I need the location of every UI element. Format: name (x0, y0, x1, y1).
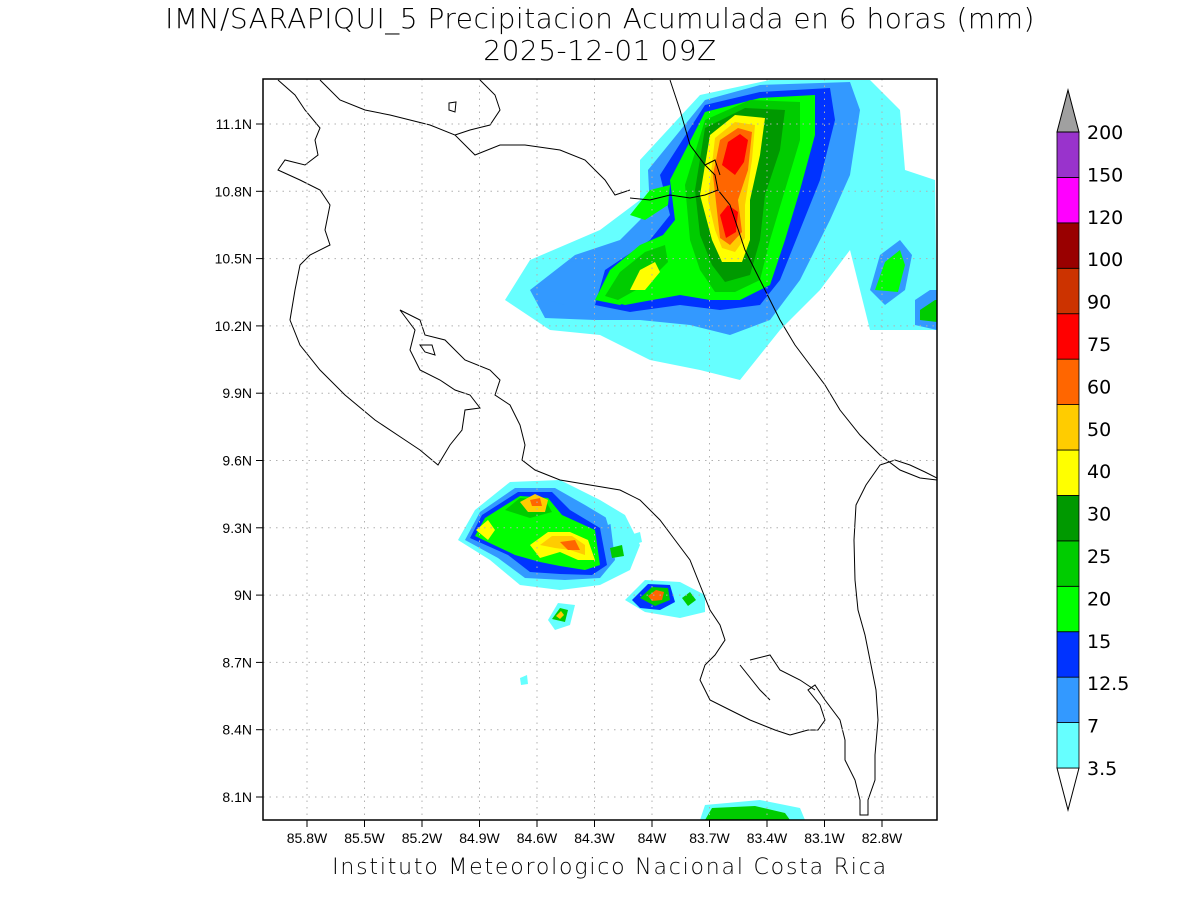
colorbar-max-arrow (1056, 88, 1080, 133)
colorbar-segment (1056, 449, 1080, 496)
colorbar-label: 12.5 (1087, 673, 1129, 695)
lon-tick-label: 83.4W (747, 830, 788, 846)
lat-tick-label: 9N (234, 587, 252, 603)
colorbar-label: 75 (1087, 334, 1111, 356)
colorbar-label: 90 (1087, 292, 1111, 314)
precipitation-field (458, 80, 937, 820)
axis-ticks: 85.8W 85.5W 85.2W 84.9W 84.6W 84.3W 84W 83.7W 83… (215, 116, 903, 846)
colorbar-segment (1056, 404, 1080, 451)
lat-tick-label: 10.5N (215, 251, 252, 267)
coastlines (277, 79, 937, 816)
lat-tick-label: 8.4N (222, 722, 252, 738)
lon-tick-label: 84W (638, 830, 668, 846)
colorbar-segment (1056, 722, 1080, 769)
precip-band-northeast (505, 80, 937, 380)
footer-credit: Instituto Meteorologico Nacional Costa R… (332, 855, 888, 880)
colorbar-label: 200 (1087, 122, 1123, 144)
lon-tick-label: 85.2W (402, 830, 443, 846)
lon-tick-label: 83.1W (804, 830, 845, 846)
colorbar-label: 20 (1087, 588, 1111, 610)
country-border (629, 79, 937, 481)
lon-tick-label: 84.3W (574, 830, 615, 846)
colorbar-segment (1056, 222, 1080, 269)
lon-tick-label: 85.8W (287, 830, 328, 846)
colorbar-segment (1056, 540, 1080, 587)
precip-cells-south (458, 480, 705, 685)
colorbar-label: 50 (1087, 419, 1111, 441)
lon-tick-label: 85.5W (344, 830, 385, 846)
lat-tick-label: 10.2N (215, 318, 252, 334)
colorbar-segment (1056, 631, 1080, 678)
colorbar-min-arrow (1056, 767, 1080, 812)
plot-frame (262, 78, 938, 821)
lat-tick-label: 8.1N (222, 789, 252, 805)
lat-tick-label: 8.7N (222, 654, 252, 670)
colorbar-segment (1056, 495, 1080, 542)
colorbar-segment (1056, 358, 1080, 405)
colorbar-segment (1056, 177, 1080, 224)
colorbar-segment (1056, 267, 1080, 315)
lon-tick-label: 83.7W (689, 830, 730, 846)
colorbar-label: 7 (1087, 716, 1099, 738)
map-subtitle-datetime: 2025-12-01 09Z (483, 34, 717, 67)
colorbar-label: 3.5 (1087, 758, 1117, 780)
colorbar-segment (1056, 676, 1080, 723)
colorbar: 3.5 7 12.5 15 20 25 30 40 50 60 75 90 100 120 150 200 (1056, 88, 1129, 812)
colorbar-segment (1056, 131, 1080, 178)
map-title: IMN/SARAPIQUI_5 Precipitacion Acumulada … (165, 2, 1035, 35)
lon-tick-label: 84.6W (517, 830, 558, 846)
colorbar-label: 40 (1087, 461, 1111, 483)
lat-tick-label: 9.3N (222, 520, 252, 536)
colorbar-label: 25 (1087, 546, 1111, 568)
colorbar-label: 120 (1087, 207, 1123, 229)
lon-tick-label: 84.9W (459, 830, 500, 846)
lon-tick-label: 82.8W (862, 830, 903, 846)
precip-band-south-edge (700, 800, 805, 820)
colorbar-label: 30 (1087, 504, 1111, 526)
colorbar-label: 15 (1087, 631, 1111, 653)
colorbar-label: 60 (1087, 376, 1111, 398)
colorbar-segment (1056, 585, 1080, 633)
lat-tick-label: 10.8N (215, 183, 252, 199)
lat-tick-label: 9.6N (222, 453, 252, 469)
gridlines (263, 79, 937, 820)
lat-tick-label: 11.1N (216, 116, 252, 132)
colorbar-label: 100 (1087, 249, 1123, 271)
lat-tick-label: 9.9N (222, 385, 252, 401)
colorbar-label: 150 (1087, 164, 1123, 186)
colorbar-segment (1056, 313, 1080, 360)
